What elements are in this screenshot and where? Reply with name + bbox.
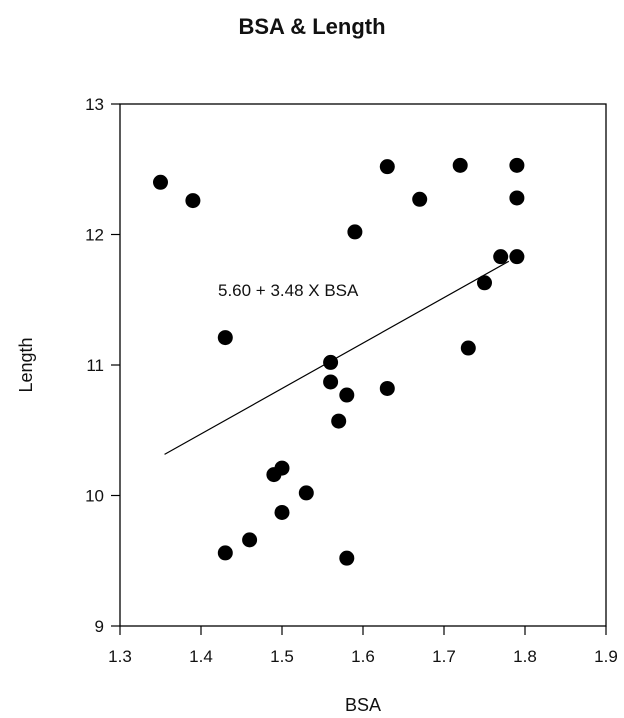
data-point-22 [509,190,525,206]
data-point-19 [460,340,476,356]
x-tick-label: 1.4 [189,647,213,666]
data-point-20 [477,275,492,291]
data-point-23 [509,157,525,173]
x-axis-label: BSA [345,695,381,715]
y-tick-label: 9 [95,617,104,636]
y-tick-label: 11 [86,356,104,375]
data-point-1 [185,193,201,209]
data-point-17 [412,191,428,207]
regression-annotation: 5.60 + 3.48 X BSA [218,281,359,300]
data-point-16 [379,380,395,396]
y-tick-label: 10 [85,487,104,506]
data-point-18 [452,157,468,173]
data-point-8 [298,485,314,501]
y-tick-label: 13 [85,95,104,114]
data-point-15 [379,159,395,175]
data-point-13 [339,550,355,566]
x-tick-label: 1.6 [351,647,375,666]
data-point-14 [347,224,363,240]
data-point-2 [217,330,233,346]
data-point-9 [323,354,339,370]
plot-frame [119,103,607,627]
y-tick-label: 12 [85,226,104,245]
data-point-7 [274,504,290,520]
chart-title: BSA & Length [238,14,386,39]
x-tick-label: 1.9 [594,647,618,666]
data-point-21 [493,249,509,265]
data-point-10 [323,374,339,390]
data-point-4 [242,532,258,548]
x-tick-label: 1.8 [513,647,537,666]
y-axis-label: Length [16,337,36,392]
x-tick-label: 1.3 [108,647,132,666]
data-point-0 [153,174,168,190]
data-point-12 [339,387,355,403]
data-point-11 [331,413,347,429]
regression-line [164,260,510,455]
data-point-3 [217,545,233,561]
x-tick-label: 1.5 [270,647,294,666]
data-point-24 [509,249,525,265]
data-point-6 [274,460,290,476]
x-tick-label: 1.7 [432,647,456,666]
